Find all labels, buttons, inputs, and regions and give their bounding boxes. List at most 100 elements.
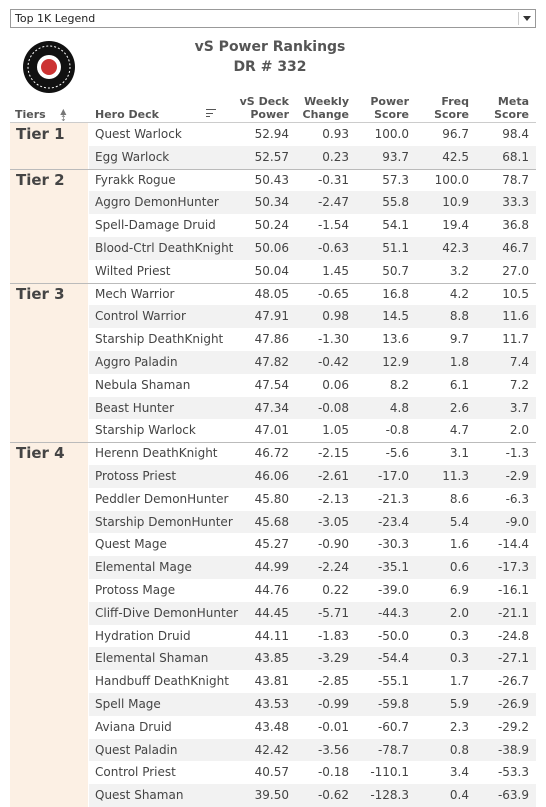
cell-value: 52.94: [254, 127, 289, 141]
deck-name: Aviana Druid: [95, 719, 172, 734]
tier-cell: [10, 442, 88, 807]
deck-name: Starship DeathKnight: [95, 332, 224, 347]
cell-value: 43.81: [254, 674, 289, 689]
cell-value: 14.5: [382, 309, 409, 324]
cell-value: 96.7: [442, 127, 469, 141]
cell-value: 8.2: [389, 377, 409, 392]
cell-value: 68.1: [502, 149, 529, 164]
cell-value: 43.53: [254, 697, 289, 711]
column-header: Power: [250, 108, 289, 121]
row-shade: [89, 396, 536, 420]
cell-value: -30.3: [377, 537, 409, 552]
tier-label: Tier 1: [16, 125, 65, 143]
cell-value: 42.3: [442, 241, 469, 255]
cell-value: -0.42: [317, 355, 349, 369]
cell-value: 47.91: [254, 309, 289, 324]
cell-value: 3.1: [449, 446, 469, 461]
cell-value: -60.7: [377, 719, 409, 734]
cell-value: 46.06: [254, 469, 289, 483]
cell-value: -0.99: [317, 697, 349, 711]
tier-cell: [10, 282, 88, 443]
cell-value: 10.9: [442, 195, 469, 210]
cell-value: 47.01: [254, 423, 289, 438]
cell-value: -0.18: [317, 765, 349, 780]
cell-value: 5.9: [449, 697, 469, 711]
cell-value: -2.15: [317, 446, 349, 461]
sort-icon[interactable]: ▲ ↕: [60, 107, 67, 123]
cell-value: 2.6: [449, 400, 469, 415]
deck-name: Spell-Damage Druid: [95, 218, 216, 233]
cell-value: 3.4: [449, 765, 469, 780]
cell-value: 100.0: [434, 172, 469, 187]
cell-value: -44.3: [377, 605, 409, 620]
deck-name: Handbuff DeathKnight: [95, 674, 229, 689]
cell-value: 50.04: [254, 263, 289, 278]
cell-value: 44.76: [254, 583, 289, 597]
cell-value: 45.68: [254, 514, 289, 529]
deck-name: Hydration Druid: [95, 628, 191, 643]
cell-value: 4.8: [389, 400, 409, 415]
deck-name: Wilted Priest: [95, 263, 171, 278]
cell-value: 13.6: [382, 332, 409, 347]
cell-value: -0.65: [317, 286, 349, 301]
deck-name: Elemental Mage: [95, 560, 192, 575]
cell-value: 42.42: [254, 742, 289, 757]
row-shade: [89, 510, 536, 534]
cell-value: 36.8: [502, 218, 529, 233]
dropdown[interactable]: Top 1K Legend: [10, 9, 536, 28]
sort-icon[interactable]: [206, 109, 216, 119]
cell-value: 3.7: [509, 400, 529, 415]
deck-name: Egg Warlock: [95, 149, 170, 164]
cell-value: 1.8: [449, 355, 469, 369]
divider: [518, 12, 519, 25]
cell-value: -39.0: [377, 583, 409, 597]
deck-name: Blood-Ctrl DeathKnight: [95, 241, 234, 255]
column-header: Change: [302, 108, 350, 121]
deck-name: Beast Hunter: [95, 400, 174, 415]
cell-value: -6.3: [505, 491, 529, 506]
cell-value: 43.85: [254, 651, 289, 666]
cell-value: -0.62: [317, 788, 349, 803]
cell-value: -55.1: [377, 674, 409, 689]
cell-value: -3.05: [317, 514, 349, 529]
cell-value: 11.3: [442, 469, 469, 483]
deck-name: Quest Warlock: [95, 127, 182, 141]
cell-value: 51.1: [382, 241, 409, 255]
cell-value: -5.6: [385, 446, 409, 461]
cell-value: -29.2: [497, 719, 529, 734]
deck-name: Mech Warrior: [95, 286, 175, 301]
cell-value: -0.08: [317, 400, 349, 415]
deck-name: Starship Warlock: [95, 423, 196, 438]
cell-value: -35.1: [377, 560, 409, 575]
cell-value: 54.1: [382, 218, 409, 233]
cell-value: 78.7: [502, 172, 529, 187]
cell-value: 7.4: [509, 355, 529, 369]
cell-value: 0.8: [449, 742, 469, 757]
cell-value: 8.6: [449, 491, 469, 506]
row-shade: [89, 647, 536, 671]
subtitle: DR # 332: [233, 59, 307, 75]
column-header: Tiers: [15, 108, 46, 121]
cell-value: -0.90: [317, 537, 349, 552]
cell-value: 1.45: [322, 263, 349, 278]
cell-value: 44.11: [254, 628, 289, 643]
row-shade: [89, 556, 536, 579]
cell-value: -0.63: [317, 241, 349, 255]
cell-value: -26.7: [497, 674, 529, 689]
cell-value: -2.24: [317, 560, 349, 575]
cell-value: 45.27: [254, 537, 289, 552]
deck-name: Nebula Shaman: [95, 377, 191, 392]
tier-cell: [10, 168, 88, 283]
cell-value: 1.6: [449, 537, 469, 552]
cell-value: -14.4: [497, 537, 529, 552]
tier-label: Tier 2: [16, 170, 65, 189]
deck-name: Peddler DemonHunter: [95, 491, 229, 506]
tier-cell: [10, 123, 88, 169]
cell-value: 2.0: [509, 423, 529, 438]
cell-value: -3.29: [317, 651, 349, 666]
cell-value: 2.0: [449, 605, 469, 620]
cell-value: -54.4: [377, 651, 409, 666]
row-shade: [89, 693, 536, 716]
cell-value: 7.2: [509, 377, 529, 392]
